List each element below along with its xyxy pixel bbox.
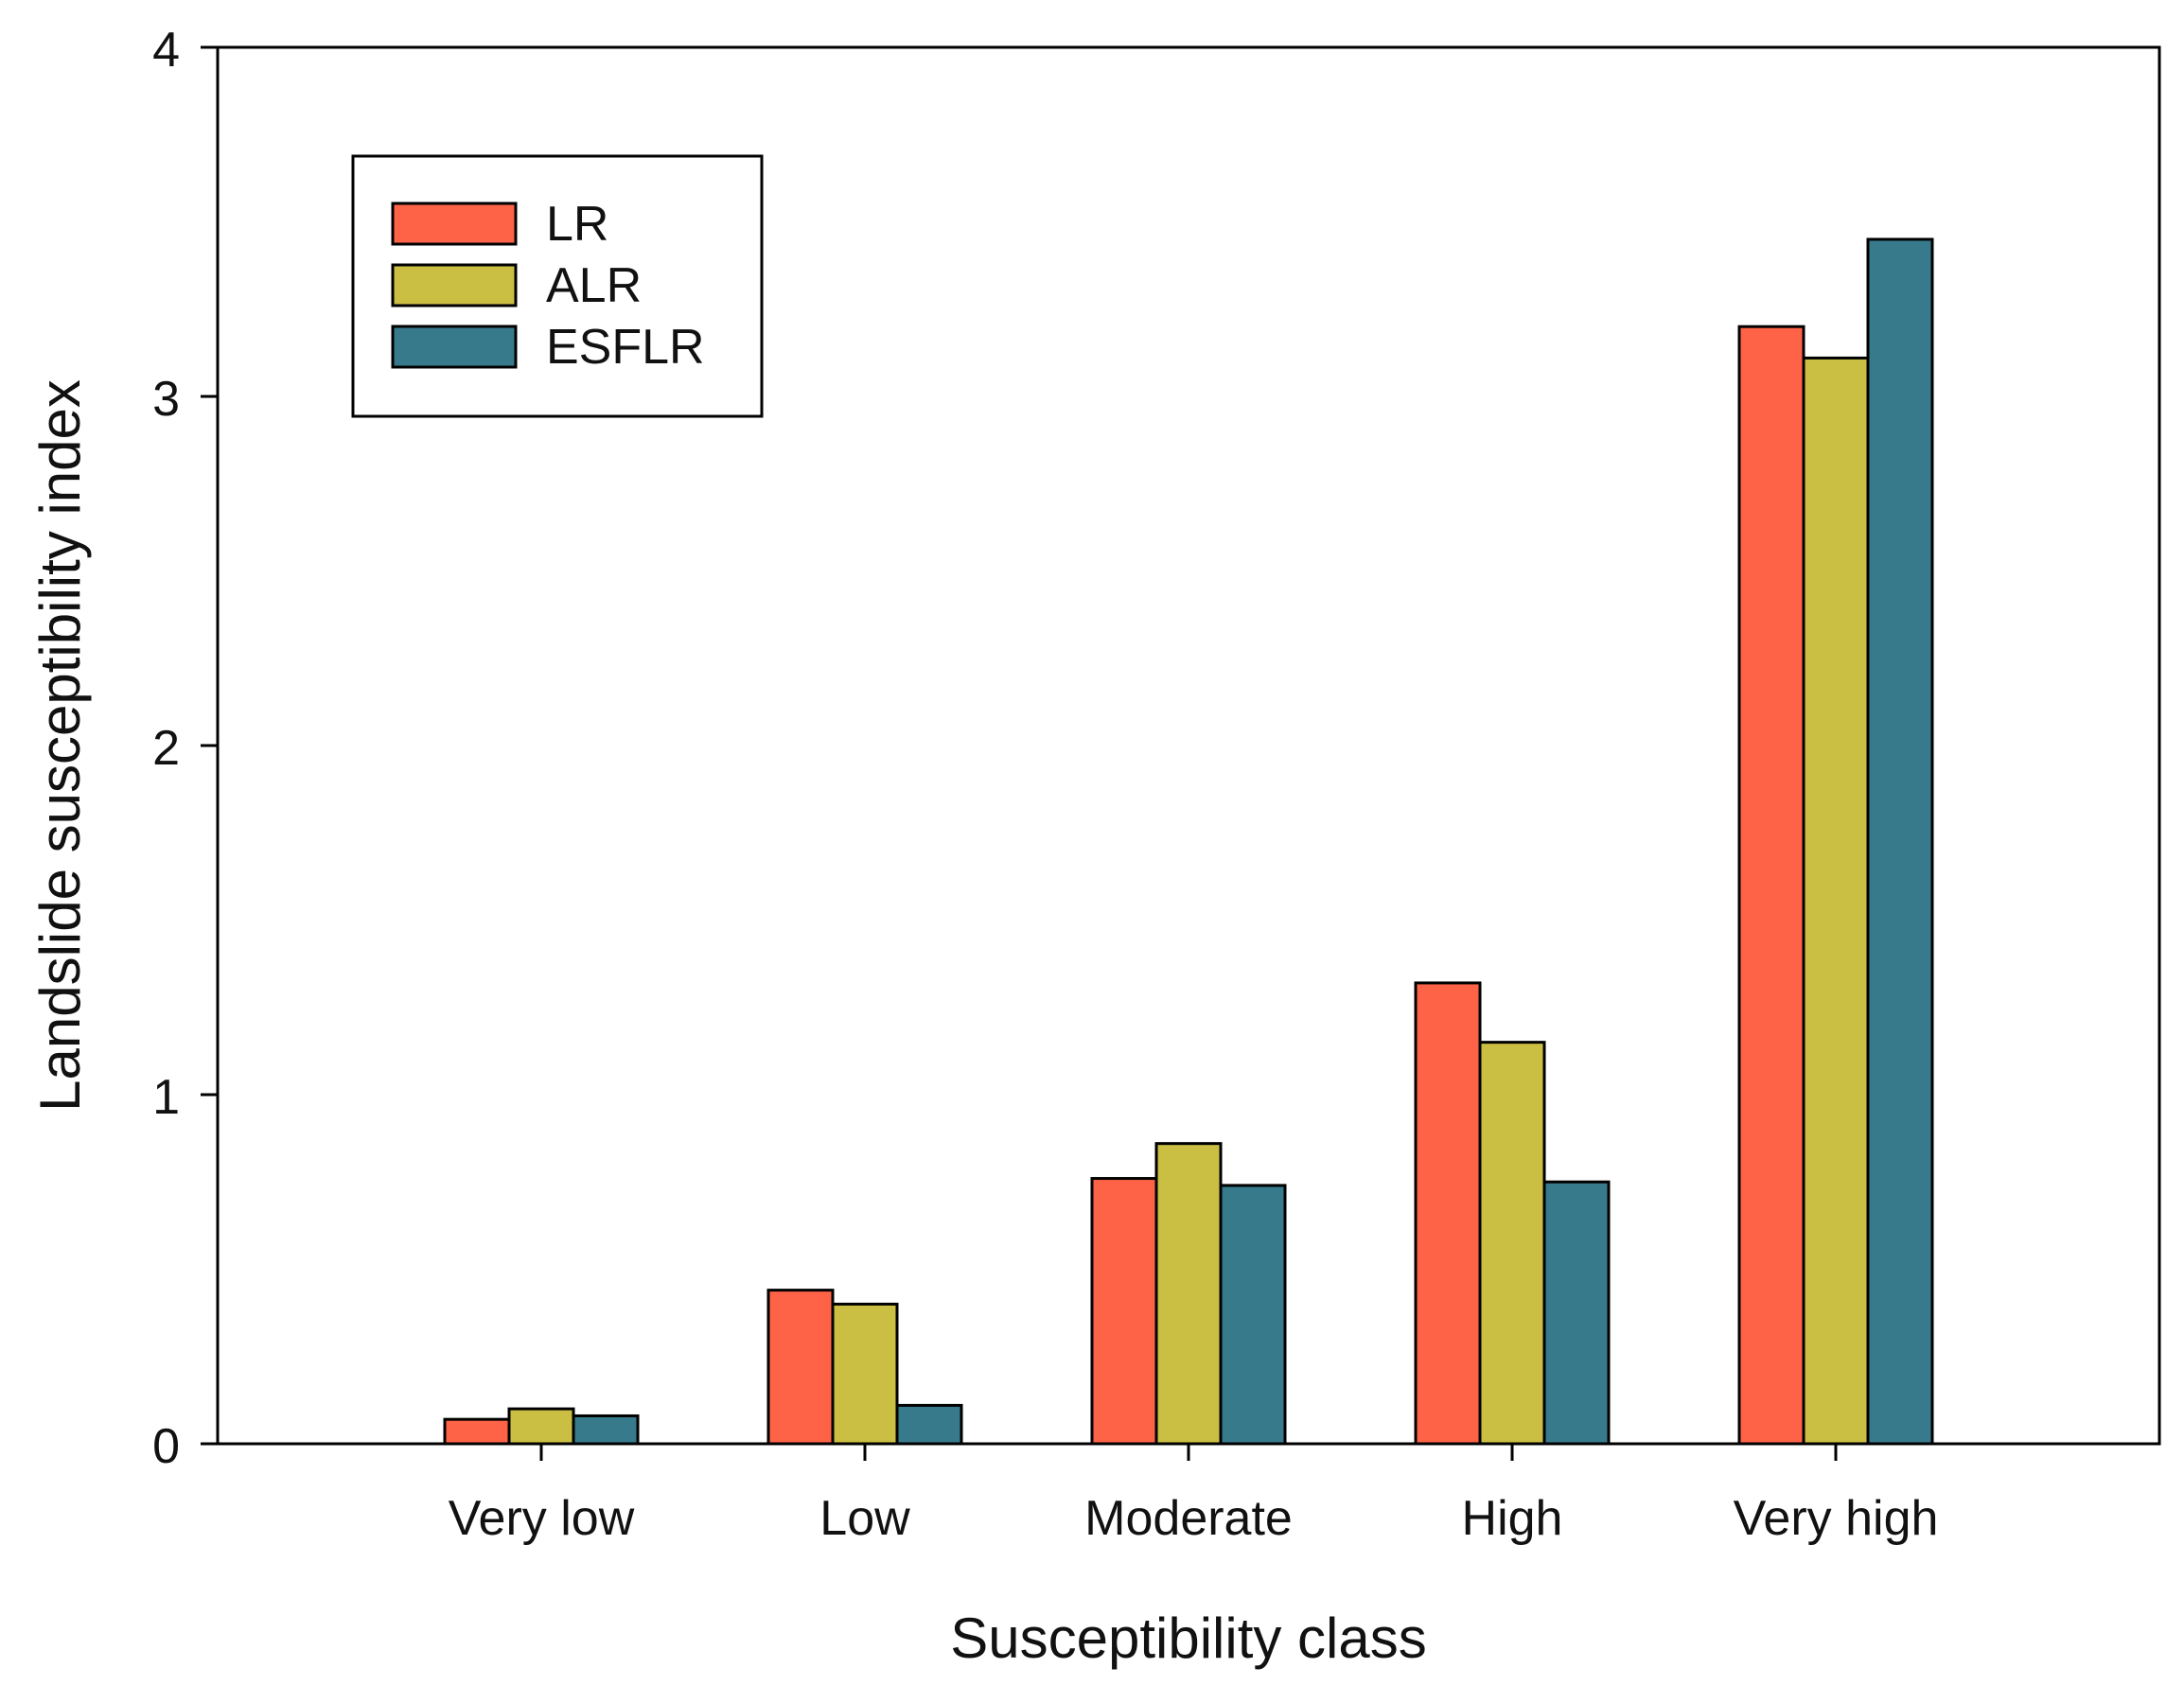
legend-swatch-lr — [391, 202, 518, 246]
bar-esflr-very-low — [572, 1413, 640, 1446]
y-tick-label: 1 — [152, 1070, 180, 1125]
y-axis: 0 1 2 3 4 — [152, 23, 218, 1474]
y-tick-label: 3 — [152, 372, 180, 427]
bar-alr-high — [1478, 1041, 1546, 1446]
y-axis-title: Landslide susceptibility index — [28, 379, 92, 1112]
bar-esflr-high — [1542, 1180, 1611, 1446]
legend: LR ALR ESFLR — [351, 154, 764, 418]
bar-alr-very-high — [1802, 356, 1870, 1446]
y-tick-label: 2 — [152, 721, 180, 776]
x-tick-label: Very high — [1734, 1491, 1939, 1546]
x-tick-label: Moderate — [1084, 1491, 1293, 1546]
bar-lr-very-high — [1737, 325, 1805, 1446]
bar-alr-low — [831, 1302, 899, 1446]
bar-lr-high — [1414, 981, 1482, 1446]
legend-swatch-alr — [391, 263, 518, 307]
x-tick-label: Low — [819, 1491, 910, 1546]
legend-label-esflr: ESFLR — [546, 320, 705, 375]
x-tick-label: High — [1462, 1491, 1563, 1546]
x-tick-label: Very low — [449, 1491, 635, 1546]
bar-alr-very-low — [507, 1407, 575, 1446]
x-axis: Very low Low Moderate High Very high — [449, 1444, 1939, 1546]
bar-alr-moderate — [1154, 1142, 1223, 1446]
bar-esflr-very-high — [1866, 237, 1934, 1446]
bar-lr-low — [766, 1289, 835, 1446]
bars-group — [443, 237, 1934, 1446]
legend-label-alr: ALR — [546, 258, 642, 313]
legend-swatch-esflr — [391, 325, 518, 369]
bar-esflr-low — [895, 1403, 963, 1446]
y-tick-label: 4 — [152, 23, 180, 78]
y-tick-label: 0 — [152, 1419, 180, 1474]
bar-lr-very-low — [443, 1417, 511, 1446]
bar-lr-moderate — [1090, 1177, 1158, 1446]
x-axis-title: Susceptibility class — [950, 1606, 1427, 1670]
bar-esflr-moderate — [1219, 1184, 1287, 1446]
legend-label-lr: LR — [546, 197, 608, 252]
